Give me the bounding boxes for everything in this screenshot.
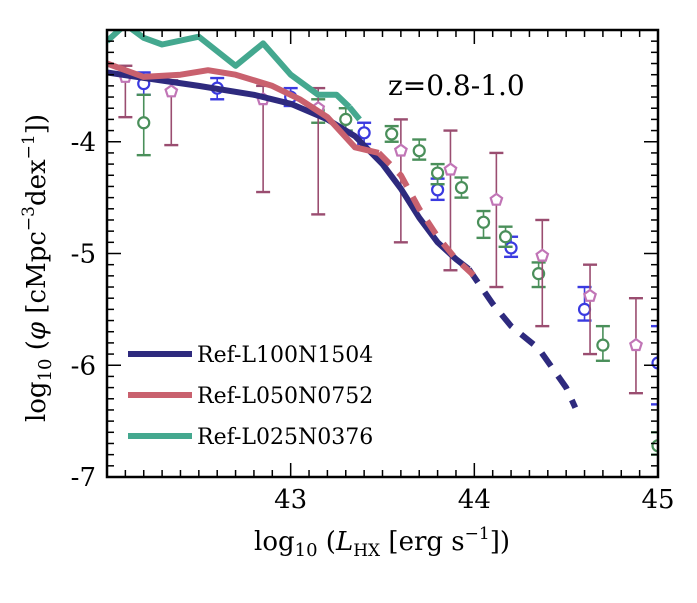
y-tick-label: -6 xyxy=(71,351,96,381)
series-line-dashed xyxy=(466,267,579,409)
x-axis-label-var: L xyxy=(335,527,353,557)
x-tick-label: 44 xyxy=(458,485,491,515)
series-3 xyxy=(107,30,367,127)
y-axis-label-sub: 10 xyxy=(35,359,56,382)
data-point xyxy=(431,166,445,180)
y-tick-label: -7 xyxy=(71,463,96,493)
observations-layer xyxy=(118,64,658,456)
x-axis-label-prefix: log xyxy=(254,527,295,557)
x-tick-label: 45 xyxy=(641,485,674,515)
y-axis-label-open: ( xyxy=(22,340,52,358)
legend: Ref-L100N1504 Ref-L050N0752 Ref-L025N0376 xyxy=(128,343,373,450)
x-tick-label: 43 xyxy=(274,485,307,515)
x-axis-label-sub: 10 xyxy=(295,540,318,561)
legend-label: Ref-L100N1504 xyxy=(197,343,373,368)
observations-green xyxy=(136,93,658,456)
data-point xyxy=(137,116,151,130)
x-axis-label-units: [erg s xyxy=(380,527,464,557)
data-point xyxy=(498,230,513,244)
series-layer xyxy=(107,30,579,409)
y-axis-label-exp2: −1 xyxy=(19,134,39,159)
series-line-solid xyxy=(107,30,352,110)
series-line-dashed xyxy=(376,150,477,279)
data-point xyxy=(339,112,353,127)
plot-area xyxy=(107,30,658,477)
x-axis-label-exp: −1 xyxy=(465,524,490,544)
x-axis-label: log10 (LHX [erg s−1]) xyxy=(254,524,510,561)
data-point xyxy=(535,248,550,262)
y-axis-label: log10 (φ [cMpc−3dex−1]) xyxy=(19,114,56,422)
y-axis-label-units: [cMpc xyxy=(22,231,52,322)
y-axis-label-mid: dex xyxy=(22,159,52,206)
data-point xyxy=(596,338,610,352)
y-tick-label: -5 xyxy=(71,240,96,270)
y-axis-label-close: ]) xyxy=(22,114,52,134)
tick-labels: 43 44 45 -7 -6 -5 -4 xyxy=(71,128,675,515)
series-2 xyxy=(107,60,477,279)
data-point xyxy=(431,183,445,197)
ticks-layer xyxy=(106,29,659,478)
data-point xyxy=(393,143,408,157)
data-point xyxy=(629,337,643,352)
data-point xyxy=(476,215,491,229)
observations-pink xyxy=(118,64,643,395)
y-tick-label: -4 xyxy=(71,128,96,158)
y-axis-label-exp1: −3 xyxy=(19,206,39,231)
series-line-dashed xyxy=(347,105,367,127)
series-line-solid xyxy=(107,60,380,156)
data-point xyxy=(454,180,469,195)
x-axis-label-var-sub: HX xyxy=(353,541,381,561)
legend-label: Ref-L025N0376 xyxy=(197,425,373,450)
data-point xyxy=(412,144,426,158)
data-point xyxy=(357,126,371,140)
redshift-annotation: z=0.8-1.0 xyxy=(388,69,525,102)
data-point xyxy=(489,192,504,206)
data-point xyxy=(385,127,399,141)
data-point xyxy=(577,302,592,316)
y-axis-label-prefix: log xyxy=(22,381,52,422)
data-point xyxy=(443,162,458,176)
y-axis-label-var: φ xyxy=(22,321,52,340)
x-axis-label-open: ( xyxy=(318,527,336,557)
data-point xyxy=(164,84,179,98)
data-point xyxy=(532,267,546,281)
x-axis-label-close: ]) xyxy=(490,527,510,557)
legend-label: Ref-L050N0752 xyxy=(197,384,373,409)
data-point xyxy=(583,288,597,302)
